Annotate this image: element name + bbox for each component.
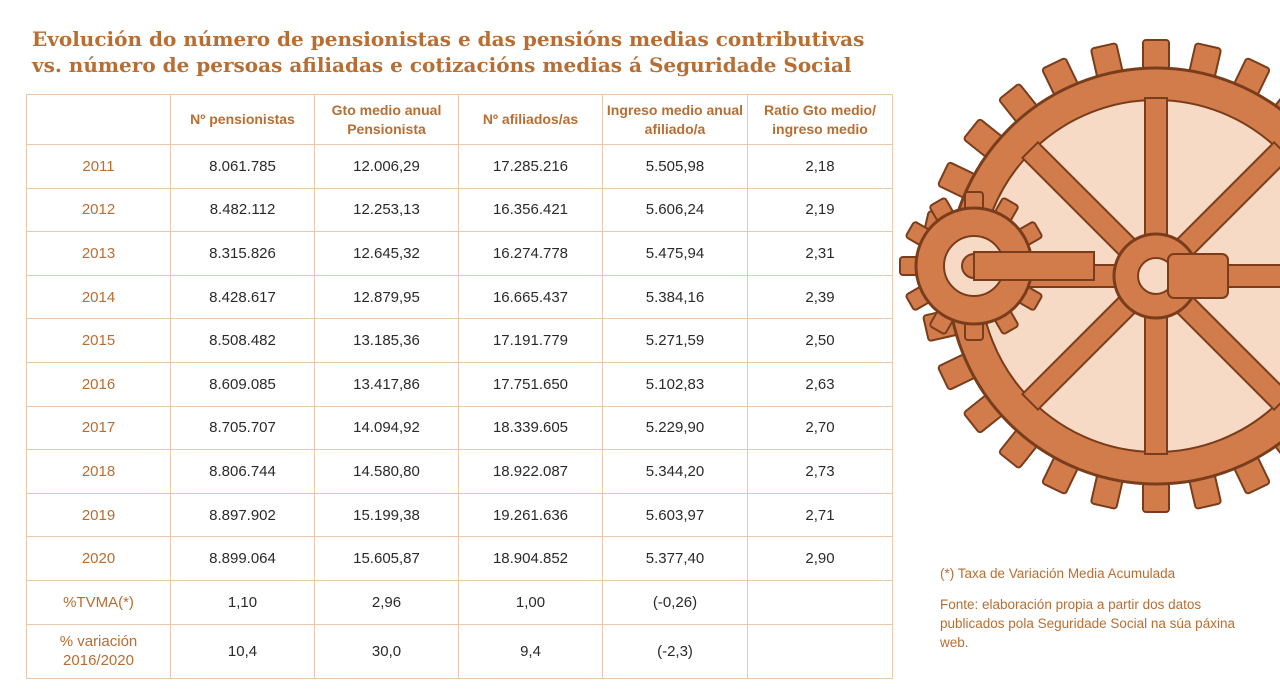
table-cell: 13.185,36 — [314, 318, 459, 363]
table-cell: 17.285.216 — [458, 144, 603, 189]
column-header: Gto medio anual Pensionista — [314, 94, 459, 145]
table-cell: 8.609.085 — [170, 361, 315, 407]
chart-title: Evolución do número de pensionistas e da… — [32, 26, 864, 78]
table-cell: 5.603,97 — [602, 492, 748, 538]
table-cell: 8.899.064 — [170, 536, 315, 581]
table-cell: 5.475,94 — [602, 231, 748, 276]
row-label: % variación 2016/2020 — [26, 623, 171, 679]
table-cell: 5.344,20 — [602, 449, 748, 494]
table-cell: 5.102,83 — [602, 361, 748, 407]
table-cell: 5.229,90 — [602, 405, 748, 451]
column-header: Nº afiliados/as — [458, 94, 603, 145]
row-label: 2016 — [26, 361, 171, 407]
table-cell: 8.061.785 — [170, 144, 315, 189]
table-row: 2014 8.428.617 12.879,95 16.665.437 5.384,16… — [26, 274, 893, 320]
table-row: 2016 8.609.085 13.417,86 17.751.650 5.102,83… — [26, 361, 893, 407]
table-cell: 18.922.087 — [458, 449, 603, 494]
table-cell: 2,31 — [747, 231, 893, 276]
row-label: %TVMA(*) — [26, 579, 171, 625]
table-cell: 5.377,40 — [602, 536, 748, 581]
table-row: %TVMA(*) 1,10 2,96 1,00 (-0,26) — [26, 579, 893, 625]
title-line: vs. número de persoas afiliadas e cotiza… — [32, 53, 852, 77]
shaft — [973, 251, 1095, 281]
table-row: 2013 8.315.826 12.645,32 16.274.778 5.475,94… — [26, 231, 893, 276]
header-row: Nº pensionistas Gto medio anual Pensionis… — [26, 94, 893, 145]
table-cell: 9,4 — [458, 623, 603, 679]
data-table: Nº pensionistas Gto medio anual Pensionis… — [26, 94, 893, 679]
row-label: 2017 — [26, 405, 171, 451]
table-cell: 13.417,86 — [314, 361, 459, 407]
table-cell: 8.508.482 — [170, 318, 315, 363]
row-label: 2012 — [26, 187, 171, 233]
table-cell: 5.271,59 — [602, 318, 748, 363]
footnote: (*) Taxa de Variación Media Acumulada — [940, 566, 1176, 581]
table-cell: 2,71 — [747, 492, 893, 538]
table-cell: 12.253,13 — [314, 187, 459, 233]
table-cell: 1,00 — [458, 579, 603, 625]
table-cell: 8.806.744 — [170, 449, 315, 494]
column-header: Ingreso medio anual afiliado/a — [602, 94, 748, 145]
table-cell: 12.879,95 — [314, 274, 459, 320]
table-row: % variación 2016/2020 10,4 30,0 9,4 (-2,3) — [26, 623, 893, 679]
source-note: Fonte: elaboración propia a partir dos d… — [940, 597, 1235, 650]
table-cell: 2,63 — [747, 361, 893, 407]
column-header: Ratio Gto medio/ ingreso medio — [747, 94, 893, 145]
table-row: 2012 8.482.112 12.253,13 16.356.421 5.606,24… — [26, 187, 893, 233]
table-row: 2017 8.705.707 14.094,92 18.339.605 5.229,90… — [26, 405, 893, 451]
table-cell: 17.751.650 — [458, 361, 603, 407]
table-cell: 2,90 — [747, 536, 893, 581]
table-row: 2015 8.508.482 13.185,36 17.191.779 5.271,59… — [26, 318, 893, 363]
table-cell: 19.261.636 — [458, 492, 603, 538]
table-cell: 2,18 — [747, 144, 893, 189]
title-line: Evolución do número de pensionistas e da… — [32, 27, 865, 51]
table-cell: 18.339.605 — [458, 405, 603, 451]
table-cell: 5.606,24 — [602, 187, 748, 233]
row-label: 2015 — [26, 318, 171, 363]
table-cell: 2,70 — [747, 405, 893, 451]
row-label: 2020 — [26, 536, 171, 581]
row-label: 2011 — [26, 144, 171, 189]
row-label: 2018 — [26, 449, 171, 494]
table-cell: (-0,26) — [602, 579, 748, 625]
table-cell: 8.705.707 — [170, 405, 315, 451]
table-cell: 8.428.617 — [170, 274, 315, 320]
table-cell: 16.665.437 — [458, 274, 603, 320]
row-label: 2014 — [26, 274, 171, 320]
table-cell: 18.904.852 — [458, 536, 603, 581]
notes: (*) Taxa de Variación Media Acumulada Fo… — [940, 564, 1240, 664]
table-row: 2020 8.899.064 15.605,87 18.904.852 5.377,40… — [26, 536, 893, 581]
table-cell: 8.482.112 — [170, 187, 315, 233]
gear-wheel-illustration — [899, 39, 1280, 513]
table-row: 2019 8.897.902 15.199,38 19.261.636 5.603,97… — [26, 492, 893, 538]
table-cell: 15.605,87 — [314, 536, 459, 581]
table-cell: 5.384,16 — [602, 274, 748, 320]
table-cell — [747, 623, 893, 679]
table-cell: 12.006,29 — [314, 144, 459, 189]
table-cell: 2,96 — [314, 579, 459, 625]
table-cell: 15.199,38 — [314, 492, 459, 538]
table-cell: 8.315.826 — [170, 231, 315, 276]
table-cell: 5.505,98 — [602, 144, 748, 189]
table-cell: 1,10 — [170, 579, 315, 625]
table-cell: 8.897.902 — [170, 492, 315, 538]
axle — [1167, 253, 1229, 299]
table-cell: 14.094,92 — [314, 405, 459, 451]
row-label: 2013 — [26, 231, 171, 276]
table-cell: 17.191.779 — [458, 318, 603, 363]
table-row: 2011 8.061.785 12.006,29 17.285.216 5.505,98… — [26, 144, 893, 189]
column-header: Nº pensionistas — [170, 94, 315, 145]
table-cell — [747, 579, 893, 625]
table-cell: 2,19 — [747, 187, 893, 233]
table-cell: 14.580,80 — [314, 449, 459, 494]
column-header — [26, 94, 171, 145]
table-cell: 16.356.421 — [458, 187, 603, 233]
table-row: 2018 8.806.744 14.580,80 18.922.087 5.344,20… — [26, 449, 893, 494]
table-cell: 12.645,32 — [314, 231, 459, 276]
table-cell: 30,0 — [314, 623, 459, 679]
table-cell: 10,4 — [170, 623, 315, 679]
table-cell: (-2,3) — [602, 623, 748, 679]
row-label: 2019 — [26, 492, 171, 538]
table-cell: 16.274.778 — [458, 231, 603, 276]
table-cell: 2,39 — [747, 274, 893, 320]
